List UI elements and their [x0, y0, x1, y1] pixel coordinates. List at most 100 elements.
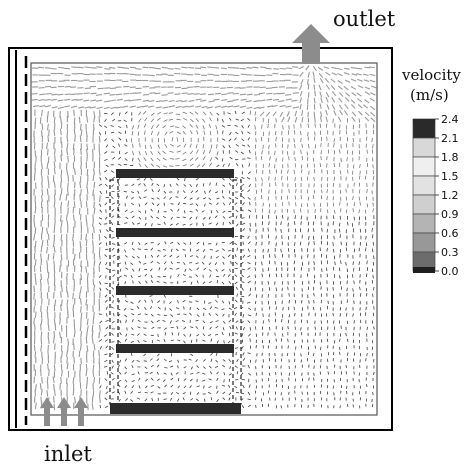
- velocity-vector: [126, 124, 128, 129]
- velocity-vector: [228, 144, 231, 149]
- velocity-vector: [162, 320, 166, 322]
- velocity-vector: [275, 227, 277, 232]
- velocity-vector: [73, 324, 76, 332]
- velocity-vector: [339, 110, 343, 116]
- velocity-vector: [131, 352, 133, 356]
- velocity-vector: [138, 216, 142, 220]
- velocity-vector: [346, 287, 348, 292]
- velocity-vector: [228, 138, 232, 142]
- velocity-vector: [207, 66, 214, 69]
- velocity-vector: [79, 306, 82, 313]
- velocity-vector: [131, 327, 134, 331]
- velocity-vector: [103, 365, 108, 368]
- velocity-vector: [241, 287, 244, 291]
- velocity-vector: [39, 105, 46, 108]
- velocity-vector: [34, 182, 37, 190]
- velocity-vector: [103, 106, 110, 110]
- velocity-vector: [104, 353, 108, 356]
- velocity-vector: [320, 286, 322, 290]
- velocity-vector: [279, 104, 286, 108]
- velocity-vector: [299, 90, 303, 97]
- velocity-vector: [117, 203, 121, 207]
- velocity-vector: [60, 291, 62, 298]
- velocity-vector: [85, 312, 88, 319]
- velocity-vector: [182, 280, 187, 283]
- velocity-vector: [300, 149, 302, 155]
- velocity-vector: [176, 267, 180, 270]
- velocity-vector: [281, 116, 285, 123]
- velocity-vector: [258, 106, 265, 109]
- velocity-vector: [104, 183, 108, 187]
- velocity-vector: [144, 313, 148, 316]
- velocity-vector: [337, 72, 343, 77]
- velocity-vector: [279, 111, 284, 118]
- velocity-vector: [157, 306, 161, 310]
- velocity-vector: [208, 385, 212, 389]
- velocity-vector: [157, 353, 160, 357]
- velocity-vector: [99, 320, 103, 324]
- velocity-vector: [262, 202, 264, 207]
- velocity-vector: [282, 125, 284, 130]
- velocity-vector: [181, 105, 189, 108]
- velocity-vector: [203, 366, 206, 369]
- velocity-vector: [293, 124, 295, 129]
- velocity-vector: [313, 241, 315, 245]
- velocity-vector: [222, 313, 225, 317]
- velocity-vector: [215, 352, 218, 356]
- velocity-vector-field: [31, 65, 377, 411]
- velocity-vector: [136, 178, 140, 181]
- velocity-vector: [176, 325, 179, 330]
- velocity-vector: [221, 99, 228, 102]
- velocity-vector: [247, 352, 251, 355]
- velocity-vector: [156, 183, 160, 187]
- velocity-vector: [340, 157, 342, 162]
- velocity-vector: [125, 319, 127, 323]
- velocity-vector: [202, 183, 205, 187]
- velocity-vector: [162, 165, 168, 168]
- velocity-vector: [163, 254, 167, 258]
- velocity-vector: [169, 165, 174, 167]
- velocity-vector: [131, 359, 135, 363]
- velocity-vector: [98, 331, 101, 339]
- velocity-vector: [208, 378, 212, 381]
- velocity-vector: [236, 286, 238, 290]
- velocity-vector: [234, 385, 238, 389]
- velocity-vector: [189, 163, 194, 167]
- velocity-vector: [255, 404, 257, 408]
- velocity-vector: [246, 93, 253, 96]
- velocity-vector: [228, 221, 232, 225]
- velocity-vector: [249, 227, 251, 232]
- velocity-vector: [110, 352, 114, 356]
- velocity-vector: [357, 98, 363, 103]
- velocity-vector: [275, 130, 277, 136]
- velocity-vector: [76, 98, 83, 101]
- velocity-vector: [80, 162, 83, 169]
- velocity-vector: [132, 157, 134, 162]
- velocity-vector: [169, 150, 174, 153]
- velocity-vector: [347, 352, 349, 356]
- velocity-vector: [163, 221, 166, 225]
- velocity-vector: [138, 268, 141, 272]
- velocity-vector: [193, 93, 200, 95]
- velocity-vector: [34, 206, 37, 214]
- velocity-vector: [350, 86, 357, 90]
- velocity-vector: [215, 359, 219, 363]
- velocity-vector: [326, 104, 330, 110]
- velocity-vector: [124, 379, 128, 383]
- velocity-vector: [142, 99, 149, 102]
- velocity-vector: [188, 66, 195, 69]
- velocity-vector: [181, 320, 186, 323]
- velocity-vector: [247, 144, 251, 148]
- velocity-vector: [323, 66, 330, 70]
- velocity-vector: [163, 294, 166, 298]
- velocity-vector: [40, 273, 43, 281]
- velocity-vector: [183, 202, 187, 205]
- velocity-vector: [46, 239, 49, 247]
- velocity-vector: [156, 371, 159, 375]
- velocity-vector: [183, 385, 187, 389]
- velocity-vector: [183, 210, 186, 214]
- velocity-vector: [215, 325, 219, 329]
- velocity-vector: [125, 216, 129, 220]
- velocity-vector: [105, 319, 109, 322]
- velocity-vector: [184, 268, 187, 272]
